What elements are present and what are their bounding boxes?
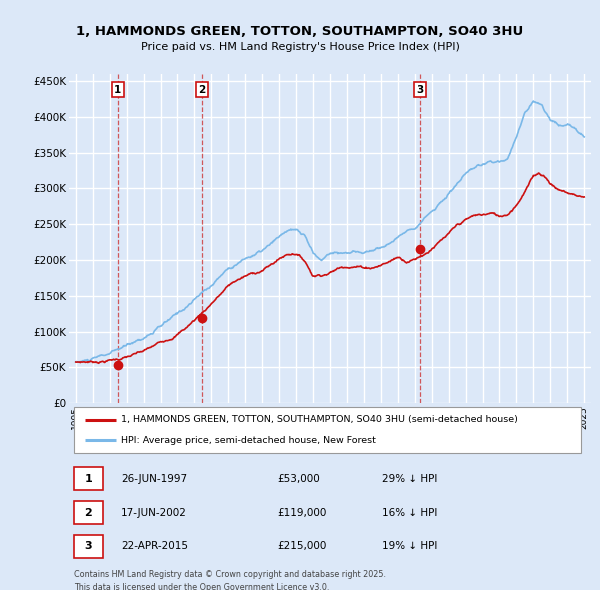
- Text: HPI: Average price, semi-detached house, New Forest: HPI: Average price, semi-detached house,…: [121, 435, 376, 444]
- Text: £53,000: £53,000: [278, 474, 320, 484]
- Text: 2: 2: [85, 507, 92, 517]
- Text: 1: 1: [85, 474, 92, 484]
- Text: 2: 2: [199, 84, 206, 94]
- Text: £215,000: £215,000: [278, 542, 327, 552]
- Text: 29% ↓ HPI: 29% ↓ HPI: [382, 474, 437, 484]
- Text: 3: 3: [416, 84, 424, 94]
- Text: 3: 3: [85, 542, 92, 552]
- Text: 16% ↓ HPI: 16% ↓ HPI: [382, 507, 437, 517]
- Text: 1, HAMMONDS GREEN, TOTTON, SOUTHAMPTON, SO40 3HU: 1, HAMMONDS GREEN, TOTTON, SOUTHAMPTON, …: [76, 25, 524, 38]
- Text: £119,000: £119,000: [278, 507, 327, 517]
- Text: 1, HAMMONDS GREEN, TOTTON, SOUTHAMPTON, SO40 3HU (semi-detached house): 1, HAMMONDS GREEN, TOTTON, SOUTHAMPTON, …: [121, 415, 518, 424]
- FancyBboxPatch shape: [74, 501, 103, 524]
- Text: 1: 1: [114, 84, 121, 94]
- Text: 19% ↓ HPI: 19% ↓ HPI: [382, 542, 437, 552]
- Text: 17-JUN-2002: 17-JUN-2002: [121, 507, 187, 517]
- FancyBboxPatch shape: [74, 535, 103, 558]
- Text: Contains HM Land Registry data © Crown copyright and database right 2025.
This d: Contains HM Land Registry data © Crown c…: [74, 571, 386, 590]
- FancyBboxPatch shape: [74, 407, 581, 453]
- Text: 26-JUN-1997: 26-JUN-1997: [121, 474, 187, 484]
- FancyBboxPatch shape: [74, 467, 103, 490]
- Text: Price paid vs. HM Land Registry's House Price Index (HPI): Price paid vs. HM Land Registry's House …: [140, 42, 460, 53]
- Text: 22-APR-2015: 22-APR-2015: [121, 542, 188, 552]
